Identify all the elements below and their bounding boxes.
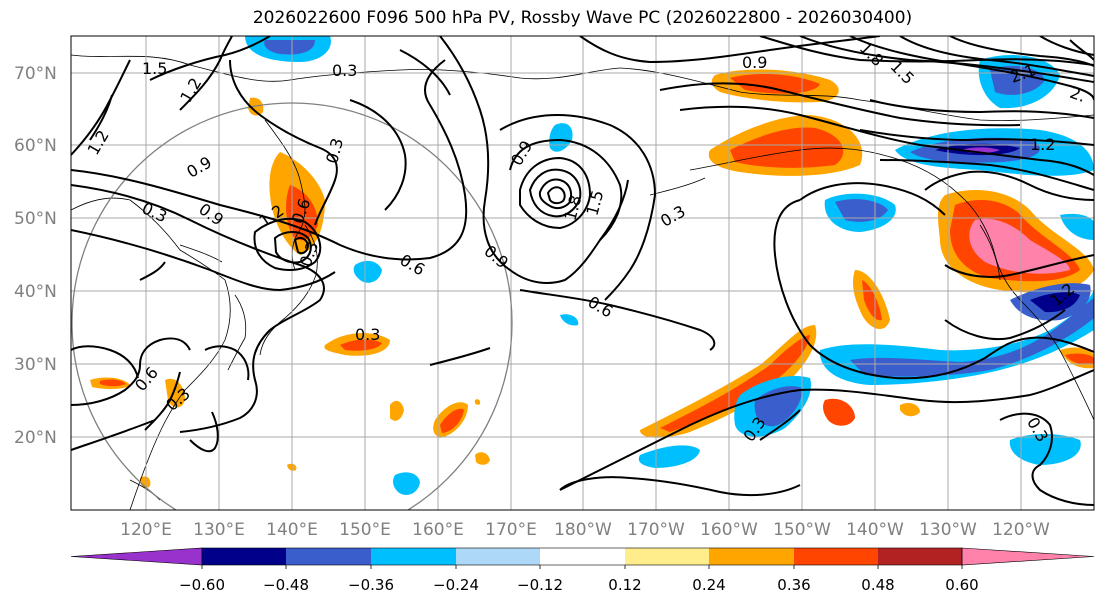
map-frame bbox=[70, 35, 1095, 511]
lon-label: 150°W bbox=[773, 520, 831, 540]
colorbar-tick-label: 0.48 bbox=[861, 576, 894, 594]
colorbar-tick-label: 0.60 bbox=[945, 576, 978, 594]
lon-label: 160°E bbox=[412, 520, 464, 540]
colorbar-tick-label: −0.12 bbox=[517, 576, 563, 594]
colorbar-segment bbox=[878, 548, 962, 565]
lat-label: 40°N bbox=[14, 282, 57, 302]
colorbar-tick-label: 0.12 bbox=[608, 576, 641, 594]
colorbar-tick-label: −0.60 bbox=[179, 576, 225, 594]
lon-label: 130°W bbox=[919, 520, 977, 540]
colorbar-tick-label: −0.24 bbox=[433, 576, 479, 594]
colorbar-segment bbox=[794, 548, 878, 565]
contour-label: 1.2 bbox=[1030, 135, 1055, 154]
lon-label: 140°E bbox=[266, 520, 318, 540]
colorbar-tick-label: −0.48 bbox=[263, 576, 309, 594]
contour-label: 0.3 bbox=[355, 325, 380, 344]
lon-label: 180°W bbox=[554, 520, 612, 540]
lat-label: 70°N bbox=[14, 64, 57, 84]
lon-label: 130°E bbox=[193, 520, 245, 540]
map-title: 2026022600 F096 500 hPa PV, Rossby Wave … bbox=[252, 8, 913, 28]
colorbar-segment bbox=[371, 548, 456, 565]
lon-label: 120°E bbox=[120, 520, 172, 540]
colorbar-tick-label: −0.36 bbox=[348, 576, 394, 594]
colorbar-extend-max bbox=[961, 547, 1095, 566]
lon-label: 120°W bbox=[992, 520, 1050, 540]
lat-label: 60°N bbox=[14, 136, 57, 156]
longitude-labels: 120°E 130°E 140°E 150°E 160°E 170°E 180°… bbox=[120, 520, 1050, 540]
lat-label: 20°N bbox=[14, 428, 57, 448]
colorbar-tick-label: 0.24 bbox=[692, 576, 725, 594]
pv-contours bbox=[71, 36, 1094, 506]
colorbar bbox=[70, 547, 1095, 569]
contour-label: 0.3 bbox=[332, 61, 357, 80]
colorbar-segment bbox=[709, 548, 794, 565]
contour-label: 1.5 bbox=[142, 59, 167, 78]
colorbar-segment bbox=[202, 548, 286, 565]
colorbar-frame bbox=[201, 547, 963, 566]
latitude-labels: 70°N 60°N 50°N 40°N 30°N 20°N bbox=[14, 64, 57, 448]
colorbar-segment bbox=[625, 548, 709, 565]
colorbar-segment bbox=[456, 548, 540, 565]
lat-label: 50°N bbox=[14, 209, 57, 229]
lon-label: 170°E bbox=[485, 520, 537, 540]
lon-label: 160°W bbox=[700, 520, 758, 540]
lat-label: 30°N bbox=[14, 355, 57, 375]
colorbar-extend-min bbox=[70, 547, 203, 566]
colorbar-segment bbox=[286, 548, 371, 565]
lon-label: 170°W bbox=[627, 520, 685, 540]
colorbar-segment bbox=[540, 548, 625, 565]
lon-label: 140°W bbox=[846, 520, 904, 540]
colorbar-tick-label: 0.36 bbox=[777, 576, 810, 594]
lon-label: 150°E bbox=[339, 520, 391, 540]
region-circle bbox=[71, 102, 513, 510]
colorbar-ticks: −0.60 −0.48 −0.36 −0.24 −0.12 0.12 0.24 … bbox=[179, 576, 979, 594]
contour-label: 2. bbox=[1067, 83, 1088, 106]
coastlines bbox=[71, 54, 1094, 510]
contour-label: 0.9 bbox=[742, 53, 767, 72]
